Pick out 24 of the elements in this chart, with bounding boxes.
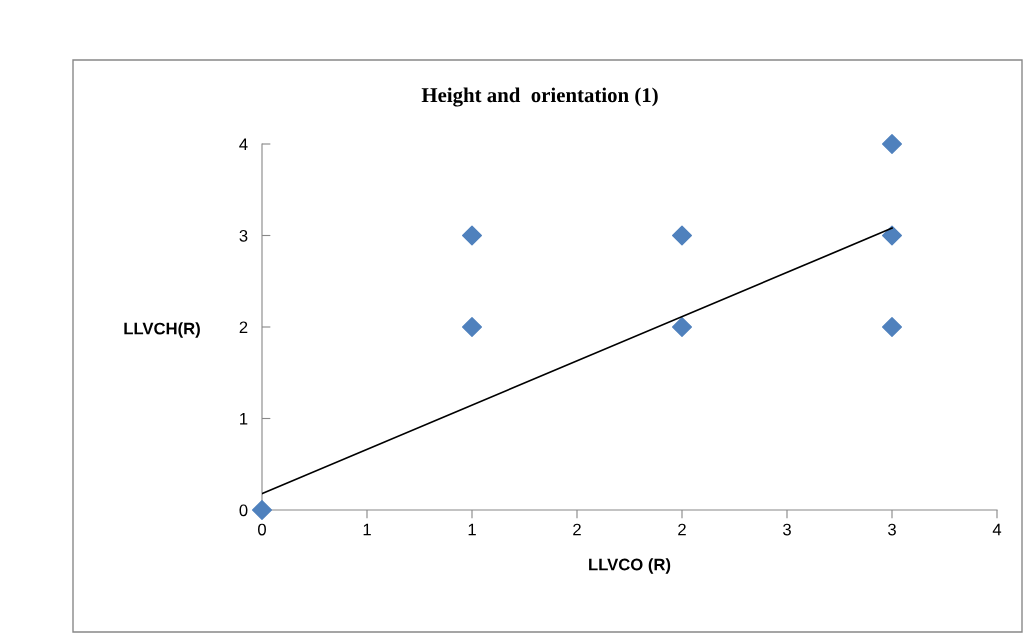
x-tick-label: 0 [258,523,266,536]
point [461,225,483,246]
y-tick-label: 2 [239,321,248,334]
x-tick-label: 4 [992,523,1002,536]
y-tick-label: 3 [239,229,248,242]
point [461,316,483,338]
point [881,316,903,338]
point [671,225,693,246]
x-tick-label: 3 [888,523,896,536]
x-tick-label: 1 [468,523,476,536]
y-tick-label: 0 [239,504,248,517]
point [881,225,903,246]
x-tick-label: 3 [783,523,791,536]
x-tick-label: 2 [573,523,581,536]
chart-title: Height and orientation (1) [421,87,658,107]
y-axis-title: LLVCH(R) [124,322,200,338]
point [251,499,273,521]
point [671,316,693,338]
y-tick-label: 1 [240,413,248,425]
x-tick-label: 1 [363,523,371,536]
point [881,133,903,155]
x-axis-title: LLVCO (R) [589,558,671,574]
y-tick-label: 4 [239,138,248,151]
x-tick-label: 2 [678,523,686,536]
